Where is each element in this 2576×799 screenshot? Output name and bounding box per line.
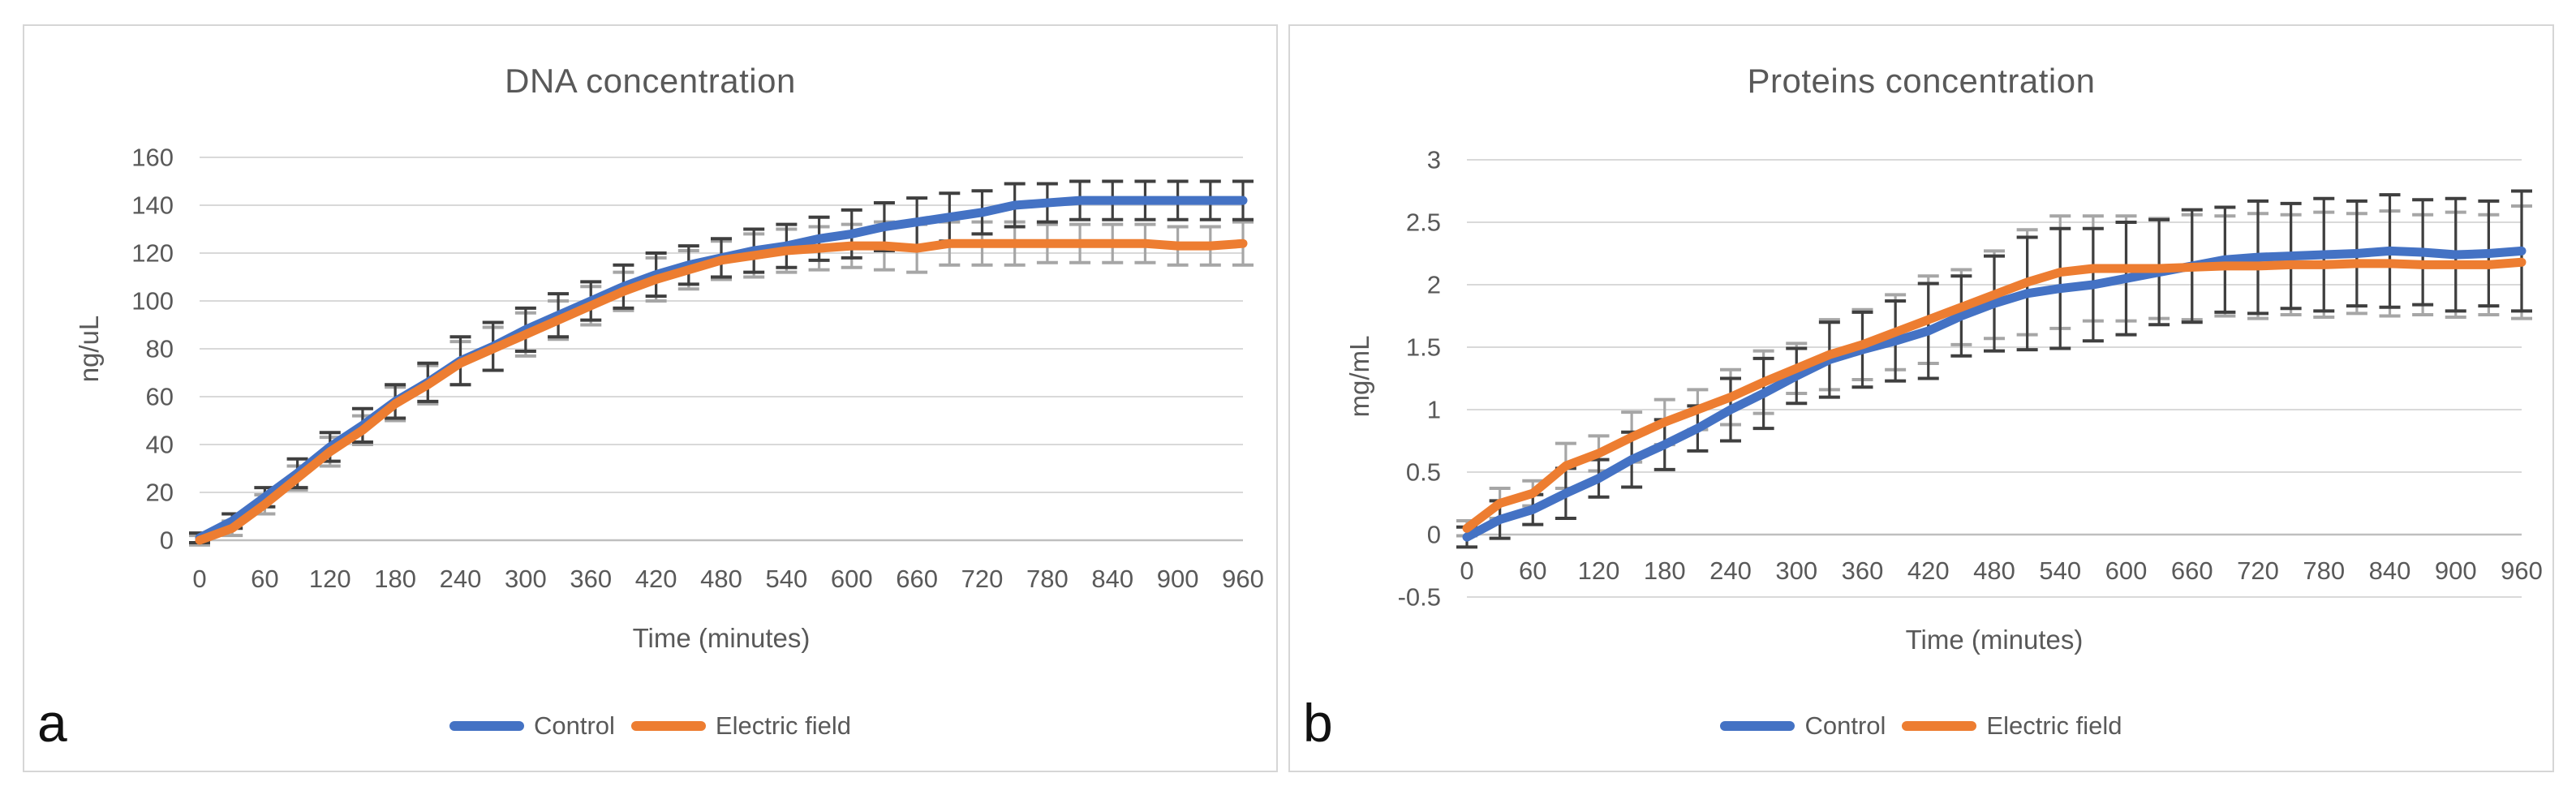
svg-text:120: 120 [309, 565, 351, 593]
legend-label-electric-field: Electric field [715, 711, 852, 740]
svg-text:3: 3 [1427, 146, 1441, 174]
panel-a: DNA concentration 0 20 40 60 80 100 120 140 160 0… [23, 24, 1278, 772]
svg-text:540: 540 [2039, 556, 2081, 585]
svg-text:2.5: 2.5 [1406, 208, 1441, 237]
legend-label-electric-field: Electric field [1986, 711, 2122, 740]
legend-item-electric-field: Electric field [1902, 711, 2122, 741]
svg-text:60: 60 [146, 383, 174, 411]
panel-letter-b: b [1303, 693, 1333, 753]
svg-text:2: 2 [1427, 271, 1441, 299]
svg-text:120: 120 [1578, 556, 1620, 585]
svg-text:780: 780 [1026, 565, 1069, 593]
svg-text:0: 0 [1427, 521, 1441, 549]
svg-text:780: 780 [2303, 556, 2345, 585]
svg-text:40: 40 [146, 431, 174, 459]
legend-swatch-electric-field [630, 721, 706, 731]
svg-text:540: 540 [766, 565, 808, 593]
panel-b: Proteins concentration -0.5 0 0.5 1 1.5 2 2.5 3… [1288, 24, 2554, 772]
svg-text:420: 420 [1907, 556, 1950, 585]
legend-label-control: Control [533, 711, 615, 740]
x-axis-title-dna: Time (minutes) [632, 623, 811, 653]
chart-title-proteins: Proteins concentration [1747, 62, 2096, 100]
svg-text:180: 180 [1644, 556, 1686, 585]
legend-item-control: Control [449, 711, 615, 741]
svg-text:140: 140 [131, 191, 174, 220]
legend-item-electric-field: Electric field [630, 711, 852, 741]
svg-text:-0.5: -0.5 [1398, 583, 1441, 612]
svg-text:720: 720 [2237, 556, 2279, 585]
svg-text:600: 600 [2105, 556, 2148, 585]
y-axis-title-dna: ng/uL [74, 315, 104, 383]
x-axis-title-proteins: Time (minutes) [1905, 625, 2084, 655]
svg-text:100: 100 [131, 287, 174, 316]
svg-text:240: 240 [1709, 556, 1752, 585]
legend-proteins: Control Electric field [1290, 711, 2552, 741]
svg-text:0: 0 [1460, 556, 1473, 585]
svg-text:0.5: 0.5 [1406, 458, 1441, 487]
svg-text:120: 120 [131, 239, 174, 268]
svg-text:480: 480 [1973, 556, 2015, 585]
svg-text:840: 840 [2369, 556, 2411, 585]
svg-text:900: 900 [1157, 565, 1199, 593]
svg-text:1: 1 [1427, 396, 1441, 424]
legend-label-control: Control [1804, 711, 1886, 740]
y-axis-title-proteins: mg/mL [1344, 335, 1374, 418]
svg-text:600: 600 [831, 565, 873, 593]
svg-text:300: 300 [505, 565, 547, 593]
svg-text:960: 960 [2501, 556, 2543, 585]
svg-text:960: 960 [1222, 565, 1264, 593]
svg-text:900: 900 [2435, 556, 2477, 585]
legend-swatch-control [1720, 721, 1795, 731]
svg-text:1.5: 1.5 [1406, 333, 1441, 362]
svg-text:360: 360 [570, 565, 612, 593]
svg-text:60: 60 [251, 565, 278, 593]
svg-text:420: 420 [635, 565, 677, 593]
panel-letter-a: a [37, 693, 67, 753]
svg-text:60: 60 [1519, 556, 1546, 585]
legend-dna: Control Electric field [24, 711, 1276, 741]
svg-text:840: 840 [1091, 565, 1133, 593]
svg-text:0: 0 [192, 565, 206, 593]
svg-text:480: 480 [700, 565, 742, 593]
legend-swatch-control [449, 721, 524, 731]
svg-text:240: 240 [440, 565, 482, 593]
svg-text:0: 0 [160, 526, 174, 555]
svg-text:180: 180 [374, 565, 416, 593]
svg-text:160: 160 [131, 144, 174, 172]
legend-swatch-electric-field [1902, 721, 1977, 731]
proteins-chart-plot: -0.5 0 0.5 1 1.5 2 2.5 3 0 60 120 180 240 300 360 420 48… [1398, 146, 2543, 612]
svg-text:20: 20 [146, 479, 174, 507]
svg-text:720: 720 [961, 565, 1004, 593]
svg-text:80: 80 [146, 335, 174, 363]
svg-text:300: 300 [1775, 556, 1817, 585]
svg-text:660: 660 [896, 565, 938, 593]
chart-title-dna: DNA concentration [505, 62, 796, 100]
svg-text:360: 360 [1842, 556, 1884, 585]
dna-chart-plot: 0 20 40 60 80 100 120 140 160 0 60 120 180 240 300 360 4… [131, 144, 1264, 594]
legend-item-control: Control [1720, 711, 1886, 741]
svg-text:660: 660 [2171, 556, 2213, 585]
